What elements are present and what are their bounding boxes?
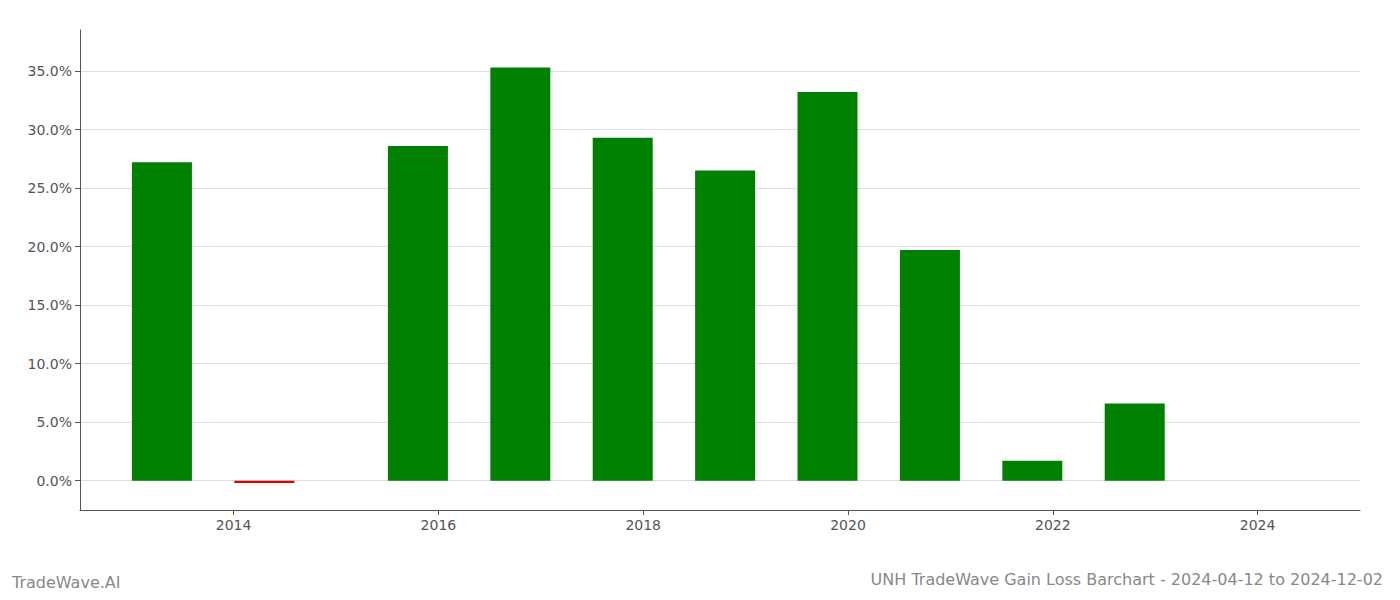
- svg-text:15.0%: 15.0%: [28, 297, 72, 313]
- svg-text:20.0%: 20.0%: [28, 239, 72, 255]
- svg-text:UNH TradeWave Gain Loss Barcha: UNH TradeWave Gain Loss Barchart - 2024-…: [871, 570, 1383, 589]
- svg-text:5.0%: 5.0%: [36, 414, 72, 430]
- svg-text:30.0%: 30.0%: [28, 122, 72, 138]
- svg-text:35.0%: 35.0%: [28, 63, 72, 79]
- svg-text:2020: 2020: [830, 517, 866, 533]
- svg-text:10.0%: 10.0%: [28, 356, 72, 372]
- svg-text:2018: 2018: [625, 517, 661, 533]
- svg-text:25.0%: 25.0%: [28, 180, 72, 196]
- svg-text:2016: 2016: [421, 517, 457, 533]
- svg-text:2014: 2014: [216, 517, 252, 533]
- svg-text:2022: 2022: [1035, 517, 1071, 533]
- svg-text:0.0%: 0.0%: [36, 473, 72, 489]
- svg-text:2024: 2024: [1240, 517, 1276, 533]
- svg-text:TradeWave.AI: TradeWave.AI: [11, 573, 120, 592]
